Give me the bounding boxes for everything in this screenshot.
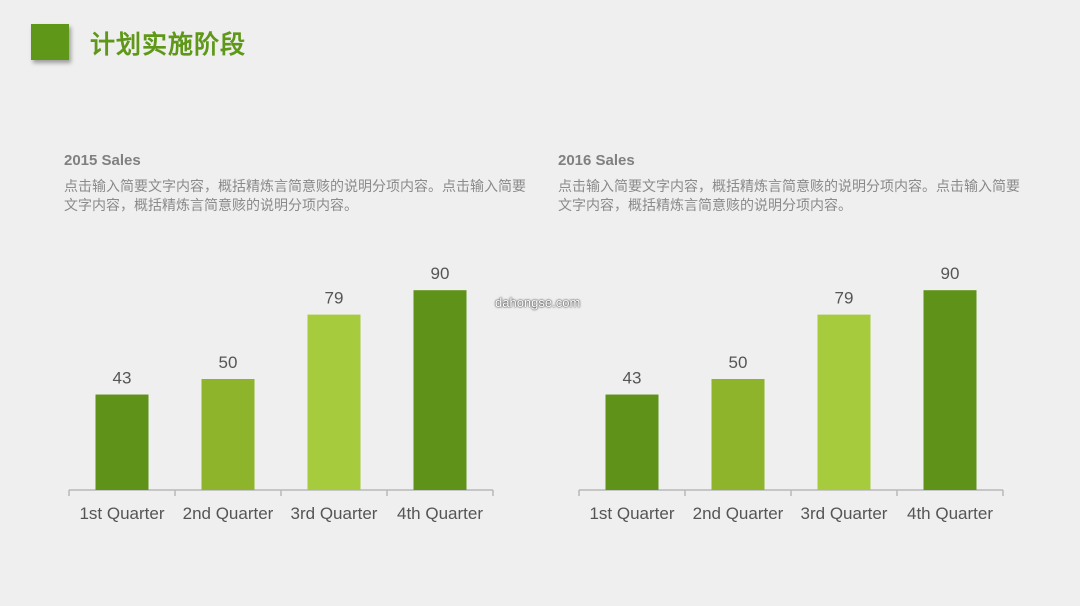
bar-4 (413, 290, 467, 490)
data-label-3: 79 (835, 289, 854, 308)
bar-1 (95, 394, 149, 490)
panel-description-2015: 点击输入简要文字内容，概括精炼言简意赅的说明分项内容。点击输入简要文字内容，概括… (64, 179, 526, 214)
data-label-4: 90 (941, 264, 960, 283)
bar-2 (201, 379, 255, 490)
page-title: 计划实施阶段 (90, 30, 247, 59)
category-label-1: 1st Quarter (589, 504, 674, 523)
bar-3 (817, 314, 871, 490)
panel-heading-2016: 2016 Sales (558, 152, 635, 169)
data-label-1: 43 (113, 369, 132, 388)
bar-3 (307, 314, 361, 490)
bar-1 (605, 394, 659, 490)
category-label-3: 3rd Quarter (801, 504, 888, 523)
sales-2016-bar-chart: 43 1st Quarter 50 2nd Quarter 79 3rd Quarter 9… (578, 264, 1004, 523)
header-accent-square (31, 24, 69, 60)
panel-heading-2015: 2015 Sales (64, 152, 141, 169)
bar-4 (923, 290, 977, 490)
data-label-1: 43 (623, 369, 642, 388)
sales-2015-bar-chart: 43 1st Quarter 50 2nd Quarter 79 3rd Quarter 9… (68, 264, 494, 523)
category-label-2: 2nd Quarter (183, 504, 274, 523)
data-label-4: 90 (431, 264, 450, 283)
data-label-3: 79 (325, 289, 344, 308)
data-label-2: 50 (729, 353, 748, 372)
category-label-4: 4th Quarter (397, 504, 483, 523)
bar-2 (711, 379, 765, 490)
data-label-2: 50 (219, 353, 238, 372)
category-label-2: 2nd Quarter (693, 504, 784, 523)
category-label-4: 4th Quarter (907, 504, 993, 523)
category-label-3: 3rd Quarter (291, 504, 378, 523)
category-label-1: 1st Quarter (79, 504, 164, 523)
watermark-text: dahongse.com (495, 295, 581, 310)
panel-description-2016: 点击输入简要文字内容，概括精炼言简意赅的说明分项内容。点击输入简要文字内容，概括… (558, 179, 1020, 214)
